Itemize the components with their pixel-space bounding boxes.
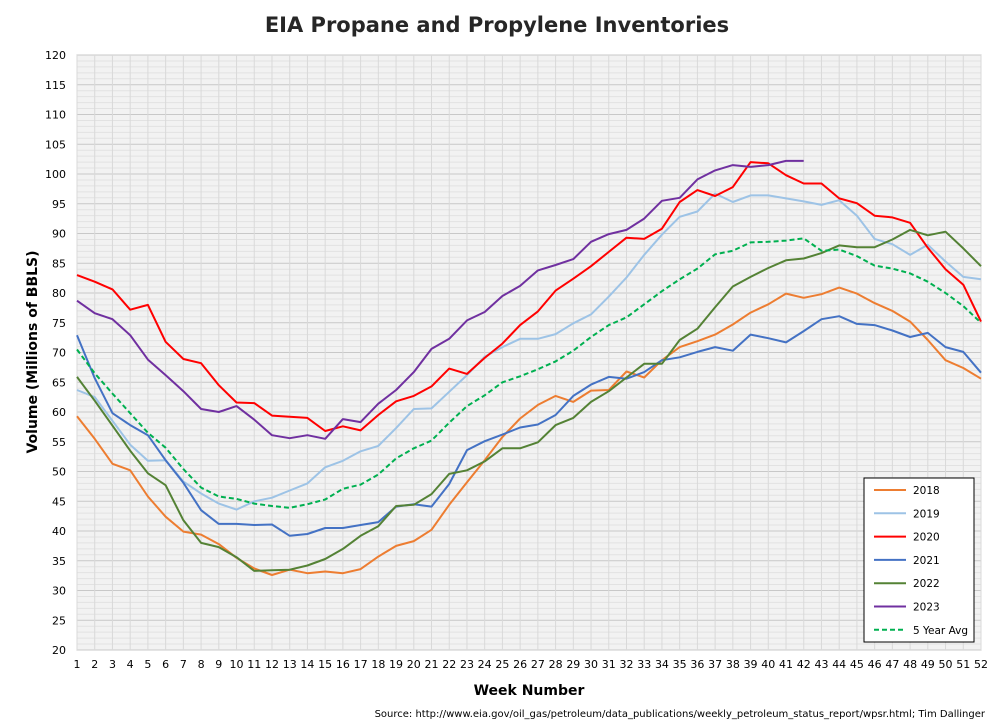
x-tick-label: 52 — [974, 658, 988, 671]
x-tick-label: 36 — [690, 658, 704, 671]
x-tick-label: 1 — [74, 658, 81, 671]
y-tick-label: 55 — [52, 436, 66, 449]
y-tick-label: 115 — [45, 79, 66, 92]
legend-label-5-year-avg: 5 Year Avg — [913, 625, 968, 637]
y-tick-label: 85 — [52, 257, 66, 270]
x-tick-label: 45 — [850, 658, 864, 671]
x-tick-label: 7 — [180, 658, 187, 671]
series-line-2019 — [76, 192, 982, 511]
x-tick-label: 3 — [109, 658, 116, 671]
series-line-2023 — [76, 159, 804, 440]
x-tick-label: 27 — [531, 658, 545, 671]
legend-label-2021: 2021 — [913, 555, 940, 567]
y-tick-label: 110 — [45, 109, 66, 122]
x-tick-label: 49 — [921, 658, 935, 671]
source-note: Source: http://www.eia.gov/oil_gas/petro… — [375, 709, 986, 720]
x-tick-label: 43 — [814, 658, 828, 671]
x-tick-label: 12 — [265, 658, 279, 671]
x-tick-label: 2 — [91, 658, 98, 671]
x-tick-label: 4 — [127, 658, 134, 671]
x-tick-label: 30 — [584, 658, 598, 671]
x-tick-label: 16 — [336, 658, 350, 671]
legend-label-2018: 2018 — [913, 485, 940, 497]
y-tick-label: 105 — [45, 138, 66, 151]
x-tick-label: 44 — [832, 658, 846, 671]
x-tick-label: 31 — [602, 658, 616, 671]
y-tick-label: 80 — [52, 287, 66, 300]
x-tick-label: 33 — [637, 658, 651, 671]
legend-label-2023: 2023 — [913, 602, 940, 614]
x-tick-label: 25 — [495, 658, 509, 671]
x-tick-label: 6 — [162, 658, 169, 671]
gridlines — [76, 54, 982, 651]
x-tick-label: 14 — [300, 658, 314, 671]
y-tick-label: 75 — [52, 317, 66, 330]
x-tick-label: 32 — [619, 658, 633, 671]
y-axis-ticks: 20 25 30 35 40 45 50 55 60 65 70 75 80 85 90 95 100 105 11… — [45, 49, 66, 657]
y-tick-label: 35 — [52, 555, 66, 568]
x-tick-label: 8 — [198, 658, 205, 671]
x-tick-label: 9 — [215, 658, 222, 671]
x-tick-label: 15 — [318, 658, 332, 671]
series-line-2018 — [76, 286, 982, 576]
x-tick-label: 40 — [761, 658, 775, 671]
x-tick-label: 50 — [939, 658, 953, 671]
y-tick-label: 25 — [52, 614, 66, 627]
x-tick-label: 20 — [407, 658, 421, 671]
legend: 2018 2019 2020 2021 2022 2023 5 Year Avg — [863, 477, 975, 643]
legend-label-2022: 2022 — [913, 578, 940, 590]
y-tick-label: 120 — [45, 49, 66, 62]
y-tick-label: 30 — [52, 585, 66, 598]
x-tick-label: 35 — [673, 658, 687, 671]
x-tick-label: 48 — [903, 658, 917, 671]
chart-title: EIA Propane and Propylene Inventories — [265, 13, 729, 37]
x-tick-label: 10 — [230, 658, 244, 671]
x-tick-label: 51 — [956, 658, 970, 671]
x-tick-label: 17 — [354, 658, 368, 671]
x-tick-label: 11 — [247, 658, 261, 671]
x-tick-label: 46 — [868, 658, 882, 671]
x-tick-label: 37 — [708, 658, 722, 671]
x-tick-label: 21 — [425, 658, 439, 671]
x-axis-ticks: 1 2 3 4 5 6 7 8 9 10 11 12 13 14 15 16 17 18 19 20 21 22 23 24 2… — [74, 658, 989, 671]
y-tick-label: 50 — [52, 466, 66, 479]
y-tick-label: 70 — [52, 347, 66, 360]
legend-label-2019: 2019 — [913, 508, 940, 520]
series-line-5-year-avg — [76, 237, 982, 509]
x-tick-label: 18 — [371, 658, 385, 671]
x-tick-label: 41 — [779, 658, 793, 671]
y-tick-label: 65 — [52, 376, 66, 389]
y-tick-label: 60 — [52, 406, 66, 419]
y-tick-label: 100 — [45, 168, 66, 181]
x-tick-label: 22 — [442, 658, 456, 671]
x-tick-label: 13 — [283, 658, 297, 671]
y-tick-label: 95 — [52, 198, 66, 211]
x-tick-label: 28 — [549, 658, 563, 671]
y-axis-title: Volume (Millions of BBLS) — [25, 250, 41, 453]
x-tick-label: 19 — [389, 658, 403, 671]
x-tick-label: 34 — [655, 658, 669, 671]
legend-label-2020: 2020 — [913, 532, 940, 544]
y-tick-label: 90 — [52, 228, 66, 241]
x-tick-label: 29 — [566, 658, 580, 671]
series-lines — [76, 159, 982, 576]
x-tick-label: 26 — [513, 658, 527, 671]
x-tick-label: 47 — [885, 658, 899, 671]
y-tick-label: 45 — [52, 495, 66, 508]
x-axis-title: Week Number — [474, 683, 585, 699]
x-tick-label: 38 — [726, 658, 740, 671]
x-tick-label: 24 — [478, 658, 492, 671]
y-tick-label: 20 — [52, 644, 66, 657]
x-tick-label: 23 — [460, 658, 474, 671]
x-tick-label: 39 — [744, 658, 758, 671]
series-line-2020 — [76, 161, 982, 432]
x-tick-label: 5 — [144, 658, 151, 671]
x-tick-label: 42 — [797, 658, 811, 671]
series-line-2021 — [76, 315, 982, 537]
y-tick-label: 40 — [52, 525, 66, 538]
